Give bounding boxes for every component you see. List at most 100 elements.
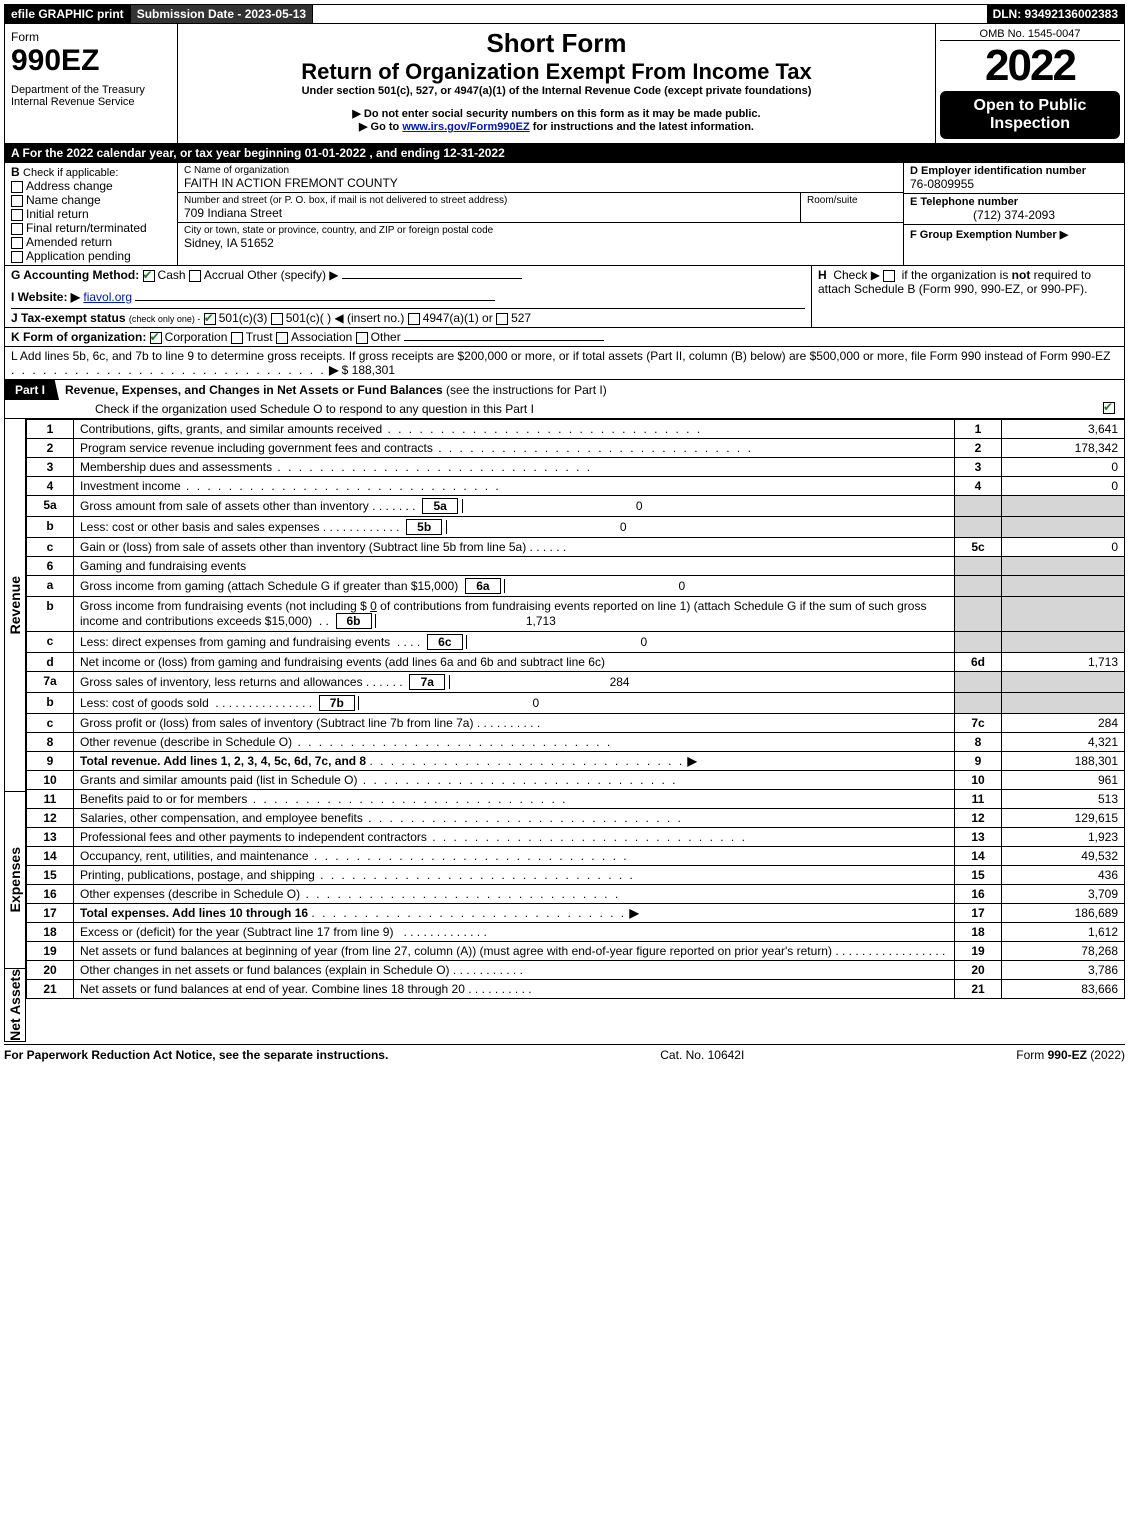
accrual-checkbox[interactable] — [189, 270, 201, 282]
form-word: Form — [11, 30, 171, 44]
line-3: 3Membership dues and assessments30 — [27, 458, 1125, 477]
omb-number: OMB No. 1545-0047 — [940, 28, 1120, 41]
line-13: 13Professional fees and other payments t… — [27, 828, 1125, 847]
efile-print-button[interactable]: efile GRAPHIC print — [5, 5, 131, 23]
line-14: 14Occupancy, rent, utilities, and mainte… — [27, 847, 1125, 866]
k-label: K Form of organization: — [11, 330, 146, 344]
street-address: 709 Indiana Street — [184, 206, 794, 220]
l-amount: $ 188,301 — [342, 363, 395, 377]
section-k: K Form of organization: Corporation Trus… — [4, 328, 1125, 347]
ein-value: 76-0809955 — [910, 177, 1118, 191]
other-org-checkbox[interactable] — [356, 332, 368, 344]
assoc-checkbox[interactable] — [276, 332, 288, 344]
name-change-label: Name change — [26, 193, 101, 207]
501c-checkbox[interactable] — [271, 313, 283, 325]
j-label: J Tax-exempt status — [11, 311, 126, 325]
b-letter: B — [11, 165, 20, 179]
city-label: City or town, state or province, country… — [184, 225, 897, 236]
final-return-checkbox[interactable] — [11, 223, 23, 235]
h-text2: if the organization is — [902, 268, 1012, 282]
j-note: (check only one) ‑ — [129, 314, 201, 324]
corp-label: Corporation — [165, 330, 228, 344]
part1-check-note: Check if the organization used Schedule … — [95, 402, 534, 416]
sched-b-checkbox[interactable] — [883, 270, 895, 282]
527-label: 527 — [511, 311, 531, 325]
note-link-row: ▶ Go to www.irs.gov/Form990EZ for instru… — [186, 120, 927, 133]
cash-label: Cash — [158, 268, 186, 282]
d-label: D Employer identification number — [910, 165, 1118, 177]
name-change-checkbox[interactable] — [11, 195, 23, 207]
amended-return-label: Amended return — [26, 235, 112, 249]
trust-label: Trust — [246, 330, 273, 344]
form-header: Form 990EZ Department of the Treasury In… — [4, 24, 1125, 144]
part1-header-row: Part I Revenue, Expenses, and Changes in… — [4, 380, 1125, 419]
line-4: 4Investment income40 — [27, 477, 1125, 496]
c-label: C Name of organization — [184, 165, 897, 176]
corp-checkbox[interactable] — [150, 332, 162, 344]
line-9: 9Total revenue. Add lines 1, 2, 3, 4, 5c… — [27, 752, 1125, 771]
note-link-post: for instructions and the latest informat… — [533, 121, 754, 133]
line-5c: cGain or (loss) from sale of assets othe… — [27, 538, 1125, 557]
website-link[interactable]: fiavol.org — [83, 290, 132, 304]
other-method-input[interactable] — [342, 278, 522, 279]
telephone-value: (712) 374-2093 — [910, 208, 1118, 222]
app-pending-label: Application pending — [26, 249, 131, 263]
footer-catalog: Cat. No. 10642I — [660, 1048, 744, 1062]
line-19: 19Net assets or fund balances at beginni… — [27, 942, 1125, 961]
part1-title: Revenue, Expenses, and Changes in Net As… — [65, 383, 443, 397]
line-15: 15Printing, publications, postage, and s… — [27, 866, 1125, 885]
trust-checkbox[interactable] — [231, 332, 243, 344]
b-check-if: Check if applicable: — [23, 167, 118, 179]
line-1: 1Contributions, gifts, grants, and simil… — [27, 420, 1125, 439]
netassets-side-label: Net Assets — [7, 969, 23, 1041]
501c3-checkbox[interactable] — [204, 313, 216, 325]
part1-title-note: (see the instructions for Part I) — [446, 383, 607, 397]
footer-right: Form 990-EZ (2022) — [1016, 1048, 1125, 1062]
g-label: G Accounting Method: — [11, 268, 139, 282]
final-return-label: Final return/terminated — [26, 221, 147, 235]
line-2: 2Program service revenue including gover… — [27, 439, 1125, 458]
501c-label: 501(c)( ) ◀ (insert no.) — [286, 311, 405, 325]
501c3-label: 501(c)(3) — [219, 311, 268, 325]
f-label: F Group Exemption Number ▶ — [910, 229, 1068, 241]
h-label: H — [818, 268, 827, 282]
tax-year: 2022 — [940, 41, 1120, 91]
line-5a: 5aGross amount from sale of assets other… — [27, 496, 1125, 517]
other-org-input[interactable] — [404, 340, 604, 341]
line-7a: 7aGross sales of inventory, less returns… — [27, 672, 1125, 693]
part1-body: Revenue Expenses Net Assets 1Contributio… — [4, 419, 1125, 1042]
addr-change-label: Address change — [26, 179, 113, 193]
i-label: I Website: ▶ — [11, 290, 80, 304]
website-underline — [135, 300, 495, 301]
h-text1: Check ▶ — [833, 268, 880, 282]
schedule-o-checkbox[interactable] — [1103, 402, 1115, 414]
app-pending-checkbox[interactable] — [11, 251, 23, 263]
line-6: 6Gaming and fundraising events — [27, 557, 1125, 576]
cash-checkbox[interactable] — [143, 270, 155, 282]
open-to-public-badge: Open to Public Inspection — [940, 91, 1120, 139]
expenses-side-label: Expenses — [7, 847, 23, 912]
4947-label: 4947(a)(1) or — [423, 311, 493, 325]
city-state-zip: Sidney, IA 51652 — [184, 236, 897, 250]
line-10: 10Grants and similar amounts paid (list … — [27, 771, 1125, 790]
instructions-link[interactable]: www.irs.gov/Form990EZ — [402, 121, 529, 133]
assoc-label: Association — [291, 330, 352, 344]
e-label: E Telephone number — [910, 196, 1118, 208]
line-6c: cLess: direct expenses from gaming and f… — [27, 632, 1125, 653]
part1-tab: Part I — [5, 380, 59, 400]
footer-left: For Paperwork Reduction Act Notice, see … — [4, 1048, 388, 1062]
line-11: 11Benefits paid to or for members11513 — [27, 790, 1125, 809]
short-form-title: Short Form — [186, 28, 927, 59]
room-suite-label: Room/suite — [807, 195, 897, 206]
amended-return-checkbox[interactable] — [11, 237, 23, 249]
line-18: 18Excess or (deficit) for the year (Subt… — [27, 923, 1125, 942]
note-ssn: ▶ Do not enter social security numbers o… — [186, 107, 927, 120]
addr-change-checkbox[interactable] — [11, 181, 23, 193]
line-7c: cGross profit or (loss) from sales of in… — [27, 714, 1125, 733]
h-not: not — [1012, 268, 1031, 282]
section-b-c-d: B Check if applicable: Address change Na… — [4, 163, 1125, 266]
line-6d: dNet income or (loss) from gaming and fu… — [27, 653, 1125, 672]
initial-return-checkbox[interactable] — [11, 209, 23, 221]
4947-checkbox[interactable] — [408, 313, 420, 325]
527-checkbox[interactable] — [496, 313, 508, 325]
